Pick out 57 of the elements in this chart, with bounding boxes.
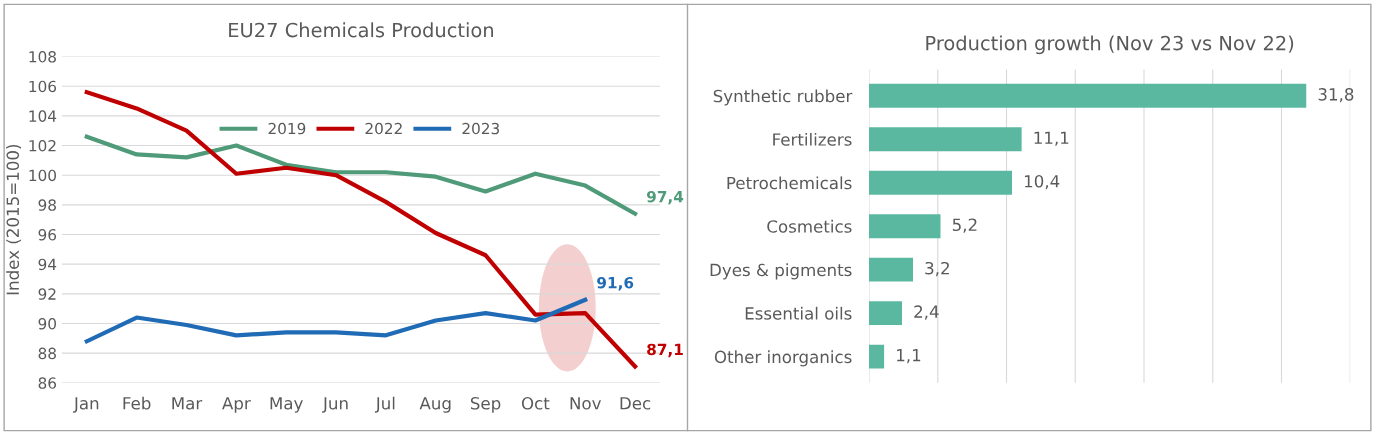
y-tick-label: Essential oils bbox=[745, 306, 852, 320]
y-tick-label: 90 bbox=[38, 317, 56, 330]
y-tick-label: Other inorganics bbox=[714, 350, 852, 367]
legend-label: 2023 bbox=[462, 122, 500, 135]
y-tick-label: Cosmetics bbox=[767, 219, 852, 233]
line-series bbox=[84, 134, 638, 216]
bar bbox=[869, 83, 1307, 108]
x-tick-label: Jan bbox=[73, 397, 99, 413]
data-label: 5,2 bbox=[952, 218, 977, 233]
x-tick-label: Dec bbox=[620, 397, 651, 410]
chart-title: EU27 Chemicals Production bbox=[229, 22, 493, 38]
y-tick-label: 86 bbox=[38, 377, 57, 389]
x-tick-label: Nov bbox=[570, 397, 601, 410]
data-label: 3,2 bbox=[925, 261, 949, 277]
legend-label: 2022 bbox=[365, 122, 402, 135]
line-series bbox=[84, 297, 588, 344]
data-label: 1,1 bbox=[897, 349, 921, 364]
bar bbox=[869, 344, 885, 369]
y-tick-label: Dyes & pigments bbox=[710, 263, 852, 280]
data-label: 97,4 bbox=[646, 190, 684, 205]
y-tick-label: 94 bbox=[38, 258, 57, 271]
bar bbox=[869, 214, 941, 239]
y-tick-label: 108 bbox=[29, 51, 56, 63]
data-label: 11,1 bbox=[1034, 131, 1069, 146]
chart-title: Production growth (Nov 23 vs Nov 22) bbox=[926, 35, 1294, 55]
x-tick-label: Mar bbox=[172, 397, 203, 410]
bar bbox=[869, 301, 902, 326]
x-tick-label: Jul bbox=[374, 396, 395, 413]
y-tick-label: 102 bbox=[29, 139, 56, 152]
data-label: 87,1 bbox=[647, 343, 683, 358]
y-tick-label: Fertilizers bbox=[773, 132, 852, 146]
y-tick-label: Synthetic rubber bbox=[713, 89, 853, 106]
y-tick-label: Petrochemicals bbox=[727, 176, 852, 190]
x-tick-label: Aug bbox=[419, 397, 451, 413]
x-tick-label: Apr bbox=[222, 397, 251, 413]
bar bbox=[869, 170, 1012, 195]
bar bbox=[869, 127, 1022, 152]
data-label: 10,4 bbox=[1024, 174, 1060, 190]
data-label: 91,6 bbox=[597, 276, 634, 291]
y-tick-label: 98 bbox=[38, 199, 56, 211]
x-tick-label: Oct bbox=[521, 396, 550, 410]
y-tick-label: 104 bbox=[29, 110, 57, 122]
data-label: 2,4 bbox=[914, 305, 939, 320]
bar bbox=[869, 257, 913, 282]
line-series bbox=[84, 90, 638, 369]
data-label: 31,8 bbox=[1318, 88, 1354, 103]
y-tick-label: 92 bbox=[38, 288, 56, 300]
x-tick-label: Jun bbox=[322, 397, 348, 413]
y-tick-label: 88 bbox=[38, 347, 56, 360]
y-tick-label: 96 bbox=[38, 228, 57, 241]
x-tick-label: Feb bbox=[123, 396, 151, 410]
x-tick-label: May bbox=[270, 397, 303, 413]
y-tick-label: 100 bbox=[29, 169, 56, 182]
y-tick-label: 106 bbox=[29, 80, 57, 93]
legend-label: 2019 bbox=[268, 122, 306, 135]
y-axis-title: Index (2015=100) bbox=[6, 144, 22, 295]
x-tick-label: Sep bbox=[470, 396, 501, 413]
